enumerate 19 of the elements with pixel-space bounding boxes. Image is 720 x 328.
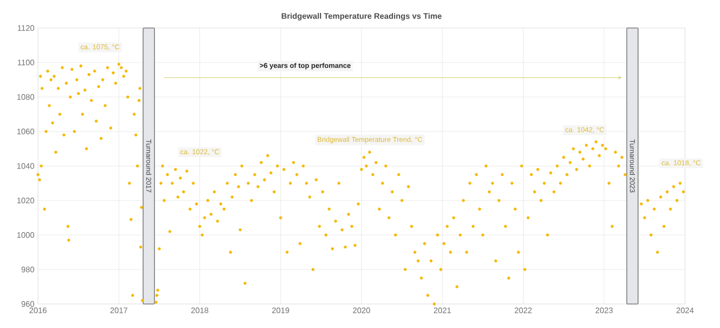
x-tick-label: 2024 — [676, 308, 694, 314]
x-tick-label: 2018 — [191, 308, 208, 314]
y-tick-label: 1020 — [17, 198, 34, 204]
x-tick-label: 2019 — [272, 308, 290, 314]
y-tick-label: 1000 — [17, 232, 34, 238]
y-tick-label: 1060 — [17, 128, 34, 134]
x-tick-label: 2021 — [434, 308, 451, 314]
y-tick-label: 960 — [22, 301, 34, 307]
x-tick-label: 2016 — [30, 308, 47, 314]
x-tick-label: 2023 — [596, 308, 613, 314]
y-tick-label: 1120 — [18, 25, 34, 31]
y-tick-label: 1100 — [18, 60, 34, 66]
y-tick-label: 1080 — [17, 94, 34, 100]
x-tick-label: 2022 — [514, 308, 532, 314]
x-tick-label: 2020 — [353, 308, 370, 314]
chart-title: Bridgewall Temperature Readings vs Time — [282, 12, 442, 20]
x-tick-label: 2017 — [110, 308, 128, 314]
y-tick-label: 1040 — [17, 163, 34, 169]
y-tick-label: 980 — [22, 266, 34, 272]
